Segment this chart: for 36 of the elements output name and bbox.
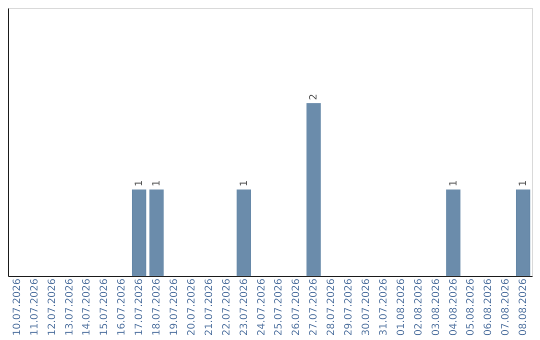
x-tick-label: 22.07.2026 (221, 278, 232, 336)
x-tick-label: 05.08.2026 (466, 278, 477, 336)
x-tick-label: 01.08.2026 (396, 278, 407, 336)
data-label: 1 (134, 180, 146, 187)
x-tick-label: 26.07.2026 (291, 278, 302, 336)
x-tick-label: 11.07.2026 (29, 278, 40, 336)
x-tick-label: 10.07.2026 (12, 278, 23, 336)
x-tick-label: 03.08.2026 (430, 278, 442, 336)
x-tick-label: 28.07.2026 (326, 278, 338, 336)
x-tick-label: 18.07.2026 (152, 278, 163, 336)
x-tick-label: 31.07.2026 (378, 278, 390, 336)
x-tick-label: 23.07.2026 (238, 278, 250, 336)
data-label: 1 (448, 180, 460, 187)
data-label: 1 (152, 180, 163, 187)
x-tick-label: 19.07.2026 (168, 278, 180, 336)
x-tick-label: 08.08.2026 (518, 278, 530, 336)
x-tick-label: 14.07.2026 (82, 278, 93, 336)
x-tick-label: 17.07.2026 (134, 278, 146, 336)
x-tick-label: 25.07.2026 (274, 278, 285, 336)
x-tick-label: 13.07.2026 (64, 278, 76, 336)
x-tick-label: 16.07.2026 (116, 278, 128, 336)
x-tick-label: 27.07.2026 (308, 278, 320, 336)
data-label: 2 (308, 94, 320, 100)
x-tick-label: 21.07.2026 (204, 278, 215, 336)
x-tick-label: 15.07.2026 (99, 278, 110, 336)
x-tick-label: 24.07.2026 (256, 278, 268, 336)
data-label: 1 (238, 180, 250, 187)
x-tick-label: 07.08.2026 (500, 278, 512, 336)
x-tick-label: 20.07.2026 (186, 278, 198, 336)
data-label: 1 (518, 180, 530, 187)
x-tick-label: 30.07.2026 (361, 278, 372, 336)
x-tick-label: 12.07.2026 (46, 278, 58, 336)
x-tick-label: 02.08.2026 (413, 278, 424, 336)
x-tick-label: 04.08.2026 (448, 278, 460, 336)
x-tick-label: 29.07.2026 (344, 278, 355, 336)
x-tick-label: 06.08.2026 (483, 278, 494, 336)
